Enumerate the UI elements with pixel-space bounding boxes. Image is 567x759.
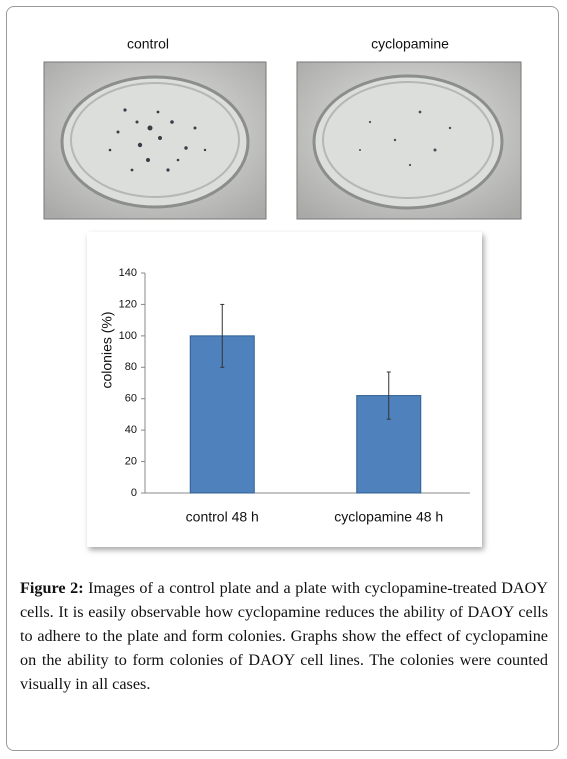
caption-label: Figure 2: [20, 579, 84, 597]
y-tick-label: 80 [125, 361, 137, 373]
cyclopamine-plate-photo [296, 61, 522, 220]
panel-label: control [127, 36, 169, 52]
y-tick-label: 40 [125, 424, 137, 436]
figure: control cyclopamine colonies (%) 0 20 40 60… [43, 36, 522, 547]
y-axis-label: colonies (%) [99, 311, 115, 388]
x-tick-label: control 48 h [186, 509, 259, 525]
y-tick-label: 60 [125, 393, 137, 405]
caption: Figure 2: Images of a control plate and … [20, 576, 548, 696]
y-tick-label: 100 [119, 330, 137, 342]
control-plate-photo [43, 61, 267, 220]
y-tick-label: 120 [119, 298, 137, 310]
y-tick-label: 0 [131, 487, 137, 499]
caption-text: Images of a control plate and a plate wi… [20, 579, 548, 693]
figure-frame [6, 6, 559, 751]
y-tick-label: 20 [125, 455, 137, 467]
x-tick-label: cyclopamine 48 h [334, 509, 443, 525]
panel-label: cyclopamine [371, 36, 449, 52]
chart-panel [87, 232, 482, 547]
y-tick-label: 140 [119, 267, 137, 279]
